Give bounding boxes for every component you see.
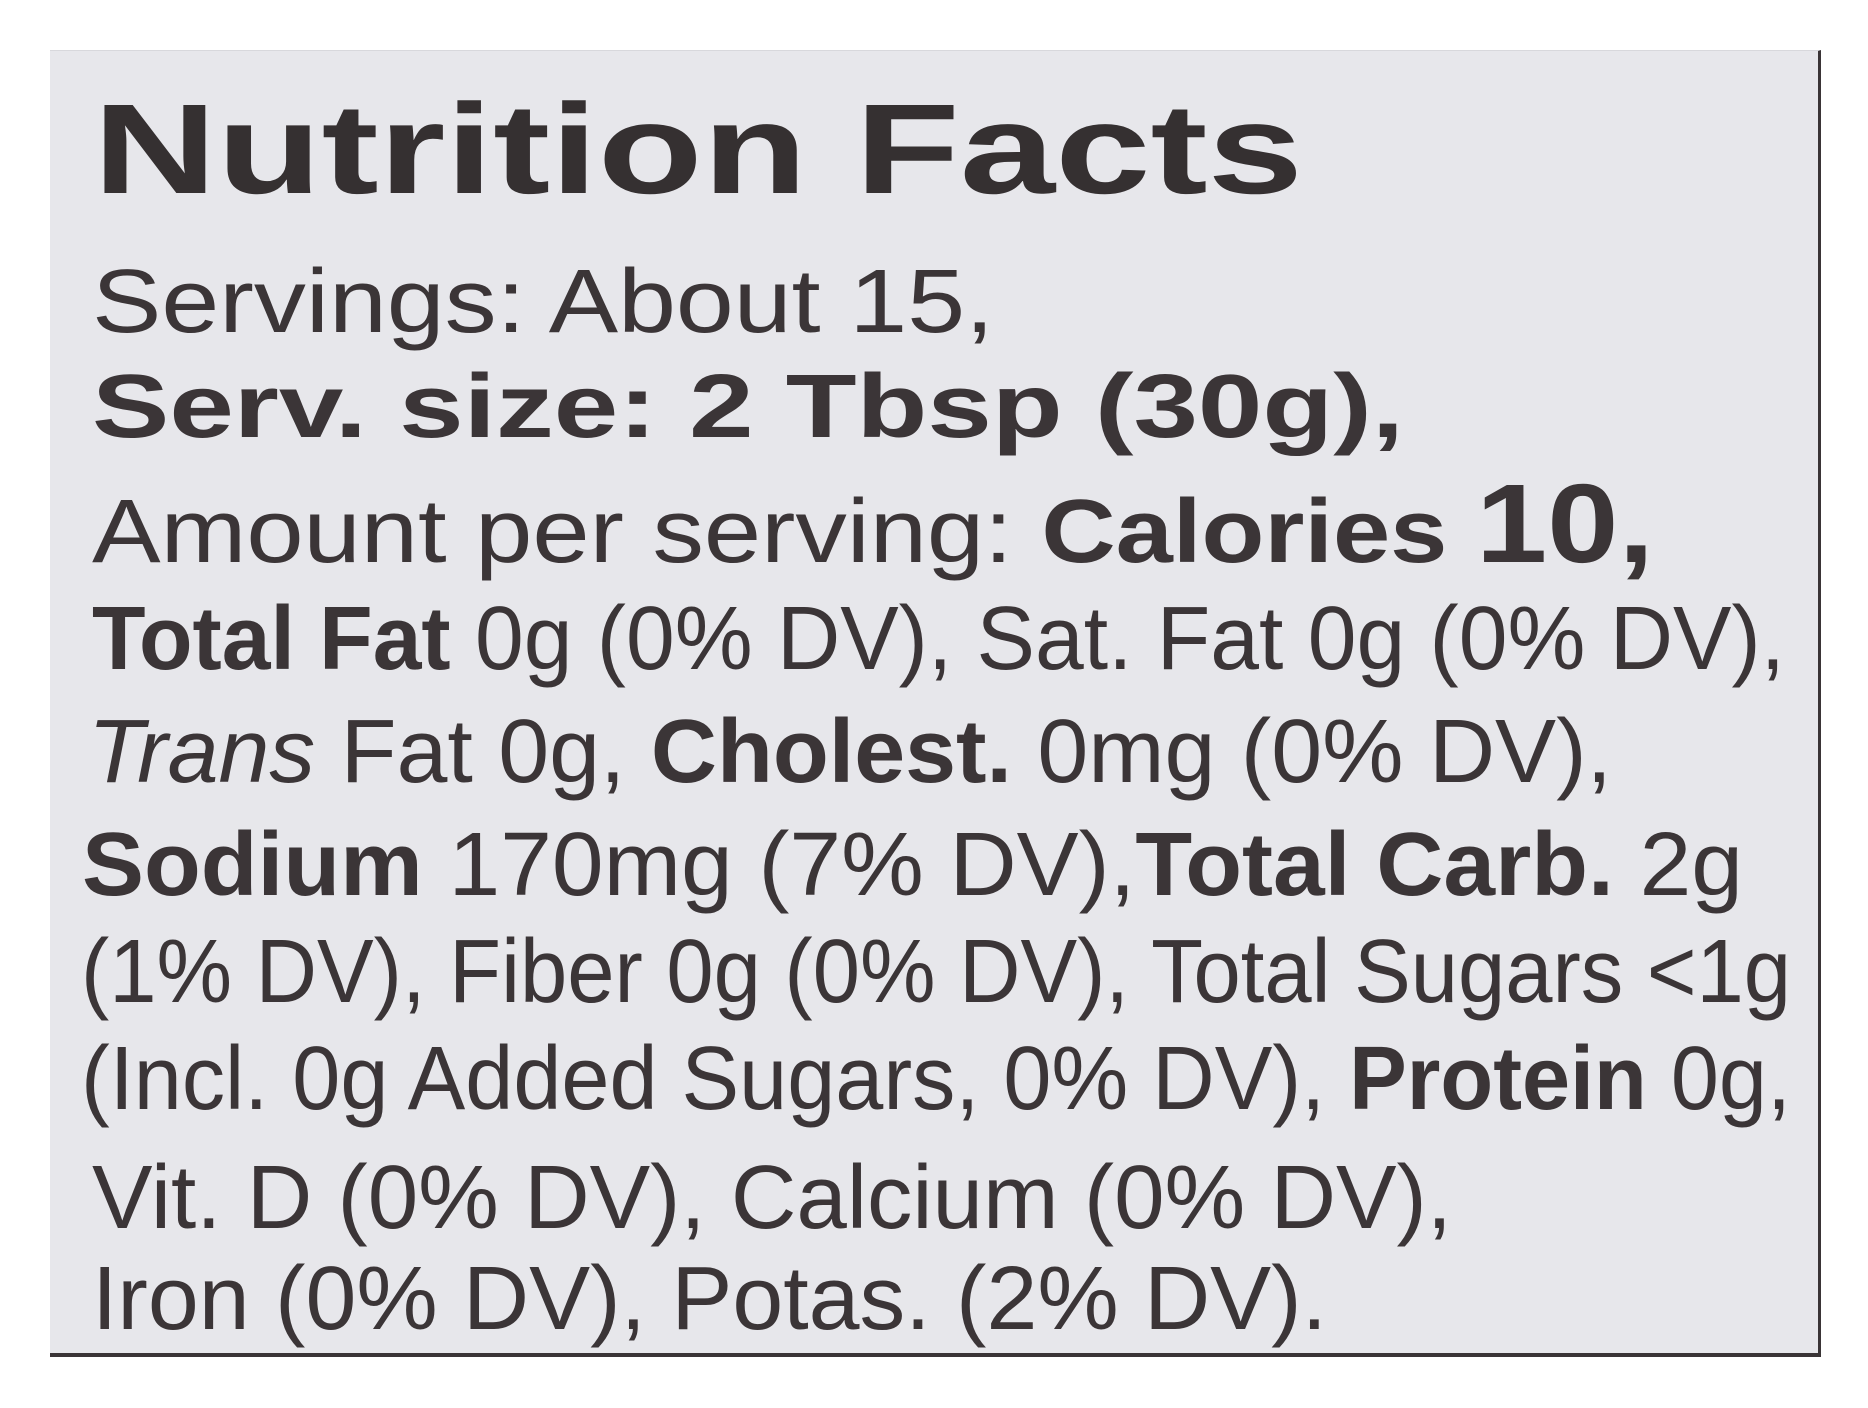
added-sugars: (Incl. 0g Added Sugars, 0% DV), [81,1029,1326,1129]
vitamins-line: Vit. D (0% DV), Calcium (0% DV), [92,1148,1452,1248]
amount-per-serving-line: Amount per serving: Calories 10, [92,468,1654,580]
nutrition-facts-panel [50,50,1821,1357]
total-fat-label: Total Fat [92,589,451,689]
trans-cholest-line: Trans Fat 0g, Cholest. 0mg (0% DV), [88,707,1612,797]
protein-label: Protein [1349,1029,1647,1129]
nutrition-facts-title: Nutrition Facts [93,78,1303,221]
cholest-label: Cholest. [650,702,1012,802]
amount-per-serving: Amount per serving: [92,482,1013,582]
calories-label: Calories [1041,482,1448,582]
servings: Servings: About 15, [92,252,994,352]
trans-value: Fat 0g, [315,702,651,802]
calories-value: 10, [1475,461,1654,586]
sodium-value: 170mg (7% DV), [422,815,1136,915]
fat-line: Total Fat 0g (0% DV), Sat. Fat 0g (0% DV… [92,594,1785,684]
total-fat-value: 0g (0% DV), [450,589,953,689]
total-carb-label: Total Carb. [1135,815,1614,915]
fiber-sugars-line: (1% DV), Fiber 0g (0% DV), Total Sugars … [81,922,1791,1022]
sodium-carb-line: Sodium 170mg (7% DV),Total Carb. 2g [82,820,1743,910]
protein-value: 0g, [1646,1029,1791,1129]
sat-fat: Sat. Fat 0g (0% DV), [952,589,1785,689]
cholest-value: 0mg (0% DV), [1011,702,1612,802]
sodium-label: Sodium [82,815,423,915]
added-sugars-protein-line: (Incl. 0g Added Sugars, 0% DV), Protein … [81,1034,1791,1124]
trans-label: Trans [88,702,316,802]
minerals-line: Iron (0% DV), Potas. (2% DV). [92,1249,1327,1349]
serving-size: Serv. size: 2 Tbsp (30g), [92,357,1404,457]
total-carb-value: 2g [1613,815,1744,915]
